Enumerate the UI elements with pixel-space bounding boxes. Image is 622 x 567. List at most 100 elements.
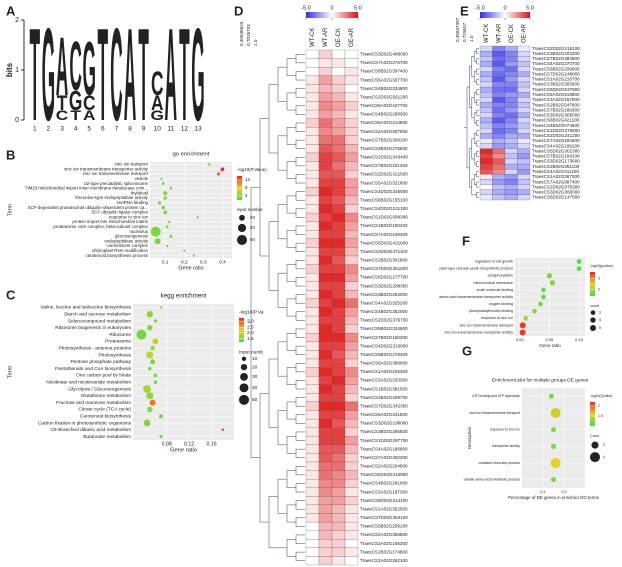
- row-label: TraesCS3A02G157900: [532, 97, 580, 102]
- heat-cell: [517, 138, 531, 144]
- heat-cell: [344, 341, 359, 351]
- heat-cell: [305, 401, 320, 411]
- x-axis-label: Percentage of DE genes in enriched GO te…: [508, 495, 600, 500]
- heat-cell: [318, 187, 333, 197]
- term-label: zinc ion transmembrane transport: [459, 323, 513, 327]
- heat-cell: [318, 221, 333, 231]
- plot-background: [522, 388, 585, 488]
- term-label: response to zinc ion: [481, 316, 513, 320]
- term-label: SCF-dependent proteasomal ubiquitin-depe…: [28, 205, 148, 210]
- row-label: TraesCS2D02G376700: [360, 318, 408, 323]
- dendrogram: [286, 92, 296, 111]
- heat-cell: [492, 86, 506, 93]
- heat-cell: [318, 341, 333, 351]
- heat-cell: [492, 102, 506, 108]
- heat-cell: [344, 212, 359, 222]
- dendrogram-label: 0.40536623: [239, 21, 244, 46]
- y-axis-label: Term: [7, 204, 13, 216]
- dot: [153, 380, 158, 384]
- x-tick-label: 8: [128, 126, 132, 133]
- dendrogram: [476, 109, 479, 116]
- dendrogram: [277, 341, 287, 377]
- dendrogram: [286, 230, 296, 248]
- dendrogram: [277, 204, 287, 240]
- dendrogram: [295, 328, 305, 338]
- row-label: TraesCS4B02G291000: [360, 481, 408, 486]
- dendrogram: [286, 298, 296, 317]
- heat-cell: [318, 367, 333, 377]
- heat-cell: [517, 128, 531, 134]
- scale-tick-label: 0: [503, 5, 506, 11]
- heat-cell: [318, 101, 333, 111]
- dendrogram: [476, 192, 479, 198]
- heat-cell: [479, 117, 493, 124]
- dendrogram: [277, 66, 287, 102]
- dot: [146, 311, 153, 318]
- term-label: chloroplast RNA modification: [92, 248, 149, 253]
- term-label: phosphorylation: [488, 274, 513, 278]
- heat-cell: [517, 184, 531, 190]
- panel-letter: B: [6, 147, 15, 162]
- color-tick-label: 8: [245, 185, 248, 190]
- heat-cell: [331, 255, 346, 265]
- row-label: TraesCS3D02G288300: [360, 283, 408, 288]
- x-tick-label: 0.1: [540, 490, 545, 494]
- heat-cell: [517, 76, 531, 83]
- x-tick-label: 9: [142, 126, 146, 133]
- heat-cell: [318, 118, 333, 128]
- logo-letter-group: A: [124, 1, 136, 148]
- heat-cell: [504, 138, 518, 144]
- size-key-label: 4: [603, 455, 605, 459]
- term-label: cellular amino acid metabolic process: [464, 478, 521, 482]
- color-scale: [306, 12, 358, 18]
- heat-cell: [344, 358, 359, 368]
- heat-cell: [305, 461, 320, 471]
- logo-letter-group: A: [165, 1, 177, 148]
- dot: [217, 172, 221, 176]
- heat-cell: [305, 264, 320, 274]
- row-label: TraesCS4B02G352000: [360, 309, 408, 314]
- logo-letter-group: G: [191, 1, 204, 148]
- row-label: TraesCS1D02G375800: [532, 128, 580, 133]
- heat-cell: [331, 384, 346, 394]
- heat-cell: [318, 75, 333, 85]
- color-tick-label: 2.0: [247, 330, 254, 336]
- row-label: TraesCS7A02G184500: [532, 138, 580, 143]
- heat-cell: [504, 51, 518, 57]
- row-label: TraesCS3B02G295500: [360, 429, 408, 434]
- heat-cell: [318, 513, 333, 523]
- heat-cell: [504, 174, 518, 180]
- logo-letter: C: [69, 27, 81, 105]
- logo-letter-group: T: [57, 93, 68, 116]
- row-label: TraesCS4A02G199100: [532, 143, 580, 148]
- heat-cell: [318, 376, 333, 385]
- heat-cell: [331, 470, 346, 480]
- dendrogram: [295, 157, 305, 167]
- term-label: regulation of cell growth: [475, 259, 513, 263]
- heat-cell: [331, 290, 346, 300]
- logo-letter: T: [179, 1, 190, 148]
- x-tick-label: 0.1: [162, 259, 169, 265]
- color-tick-label: 3.0: [247, 319, 254, 325]
- heat-cell: [318, 161, 333, 171]
- dendrogram: [295, 551, 305, 561]
- heat-cell: [305, 521, 320, 531]
- term-label: oxygen binding: [489, 302, 513, 306]
- logo-letter-group: T: [179, 1, 190, 148]
- term-label: zinc ion transmembrane transporter activ…: [64, 166, 149, 171]
- color-tick-label: 1.5: [247, 336, 254, 342]
- term-label: gluconeogenesis: [115, 234, 149, 239]
- row-label: TraesCS7A02G087400: [532, 179, 580, 184]
- heat-cell: [344, 530, 359, 540]
- heat-cell: [331, 315, 346, 325]
- row-label: TraesCS7B02G186300: [532, 107, 580, 112]
- heat-cell: [344, 496, 359, 506]
- y-axis-label: Description: [467, 426, 472, 449]
- x-tick-label: 0.12: [184, 441, 194, 447]
- dendrogram: [277, 135, 287, 171]
- heat-cell: [344, 178, 359, 188]
- heat-cell: [305, 470, 320, 480]
- heat-cell: [504, 158, 518, 165]
- row-label: TraesCS4A02G186800: [360, 446, 408, 451]
- x-tick-label: 0.05: [546, 337, 555, 342]
